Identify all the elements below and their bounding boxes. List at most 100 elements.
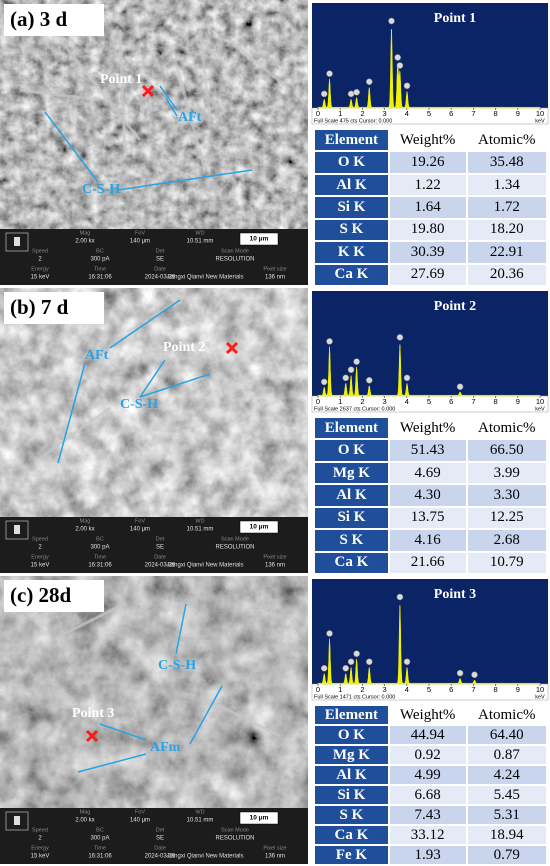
spectrum-tick-label: 2 — [360, 397, 364, 406]
info-label: Det — [156, 248, 165, 254]
table-cell: 19.26 — [387, 150, 468, 175]
table-row: Fe K 1.93 0.79 — [313, 844, 548, 866]
annotation: C-S-H — [158, 658, 196, 673]
table-row: Si K 6.68 5.45 — [313, 784, 548, 806]
info-value: 136 nm — [265, 563, 285, 569]
table-cell: 12.25 — [465, 505, 548, 531]
peak-marker — [366, 377, 373, 384]
annotation: AFt — [85, 348, 109, 363]
spectrum-title: Point 2 — [434, 299, 476, 314]
table-row: Element Weight% Atomic% — [313, 704, 548, 726]
info-label: WD — [195, 809, 204, 815]
info-icon — [5, 811, 29, 831]
info-label: Pixel size — [263, 845, 286, 851]
table-cell: Mg K — [313, 460, 390, 486]
info-value: 16:31:06 — [88, 854, 112, 860]
table-row: Mg K 4.69 3.99 — [313, 460, 548, 486]
info-value: 300 pA — [90, 836, 109, 842]
table-cell: Weight% — [387, 415, 468, 441]
peak-marker — [403, 82, 411, 90]
spectrum-trace — [317, 29, 541, 109]
table-cell: Atomic% — [465, 127, 548, 153]
spectrum-unit: keV — [535, 694, 545, 700]
info-value: 300 pA — [90, 545, 109, 551]
info-label: Time — [94, 266, 106, 272]
pointer-line — [77, 753, 147, 773]
spectrum-footer: Full Scale 1471 cts Cursor: 0.000 — [314, 694, 395, 700]
eds-table: Element Weight% Atomic% O K 44.94 64.40 Mg K 0.… — [313, 704, 548, 866]
spectrum-tick-label: 7 — [471, 397, 475, 406]
annotation: Point 2 — [163, 340, 205, 355]
info-value: 16:31:06 — [88, 275, 112, 281]
peak-marker — [353, 358, 360, 365]
info-icon-glyph — [14, 525, 20, 534]
table-cell: Atomic% — [465, 415, 548, 441]
scale-bar-box — [239, 520, 279, 534]
spectrum-tick-label: 0 — [316, 109, 320, 118]
info-value: 2024-03-25 — [145, 275, 176, 281]
spectrum-tick-label: 2 — [360, 685, 364, 694]
info-value: Jiangxi Qianvi New Materials — [166, 563, 243, 569]
table-cell: 1.34 — [465, 172, 548, 198]
peak-marker — [320, 378, 328, 386]
table-cell: K K — [313, 240, 390, 265]
table-cell: Ca K — [313, 550, 390, 575]
spectrum-tick-label: 5 — [427, 109, 431, 118]
pointer-line — [139, 359, 166, 398]
info-value: 2.00 kx — [75, 527, 94, 533]
panel-label: (c) 28d — [10, 583, 72, 607]
info-label: Det — [156, 827, 165, 833]
pointer-line — [57, 362, 86, 464]
info-value: 16:31:06 — [88, 563, 112, 569]
table-cell: 35.48 — [465, 150, 548, 175]
table-row: Element Weight% Atomic% — [313, 415, 548, 441]
table-cell: Al K — [313, 172, 390, 198]
spectrum-tick-label: 10 — [536, 397, 544, 406]
info-value: 136 nm — [265, 275, 285, 281]
pointer-line — [165, 97, 178, 117]
table-row: O K 44.94 64.40 — [313, 724, 548, 746]
table-cell: 1.22 — [387, 172, 468, 198]
info-label: BC — [96, 827, 104, 833]
info-value: 2 — [38, 545, 42, 551]
pointer-line — [189, 685, 223, 745]
table-cell: Ca K — [313, 262, 390, 287]
table-cell: 3.99 — [465, 460, 548, 486]
table-row: O K 19.26 35.48 — [313, 150, 548, 175]
peak-marker — [403, 374, 411, 382]
point-marker — [85, 729, 99, 743]
spectrum-tick-label: 7 — [471, 685, 475, 694]
peak-marker — [456, 669, 464, 677]
table-cell: S K — [313, 804, 390, 826]
table-cell: 19.80 — [387, 217, 468, 243]
peak-marker — [396, 62, 404, 69]
info-label: Mag — [80, 518, 91, 524]
info-value: 140 μm — [130, 818, 150, 824]
table-cell: Atomic% — [465, 704, 548, 726]
table-cell: Si K — [313, 784, 390, 806]
info-value: 2.00 kx — [75, 818, 94, 824]
table-cell: 1.93 — [387, 844, 468, 866]
table-cell: O K — [313, 150, 390, 175]
table-cell: 5.45 — [465, 784, 548, 806]
info-label: Mag — [80, 230, 91, 236]
spectrum-tick-label: 10 — [536, 685, 544, 694]
info-label: WD — [195, 518, 204, 524]
spectrum-tick-label: 1 — [338, 397, 342, 406]
table-cell: 7.43 — [387, 804, 468, 826]
info-value: 140 μm — [130, 239, 150, 245]
spectrum-tick-label: 4 — [405, 109, 409, 118]
info-label: FoV — [135, 230, 145, 236]
info-label: Scan Mode — [221, 248, 249, 254]
spectrum-tick-label: 5 — [427, 397, 431, 406]
table-row: S K 7.43 5.31 — [313, 804, 548, 826]
table-cell: 27.69 — [387, 262, 468, 287]
table-row: O K 51.43 66.50 — [313, 438, 548, 463]
info-value: RESOLUTION — [215, 545, 254, 551]
table-cell: Weight% — [387, 704, 468, 726]
table-cell: S K — [313, 528, 390, 553]
table-row: Al K 4.30 3.30 — [313, 483, 548, 508]
info-value: 15 keV — [31, 563, 50, 569]
info-label: FoV — [135, 518, 145, 524]
